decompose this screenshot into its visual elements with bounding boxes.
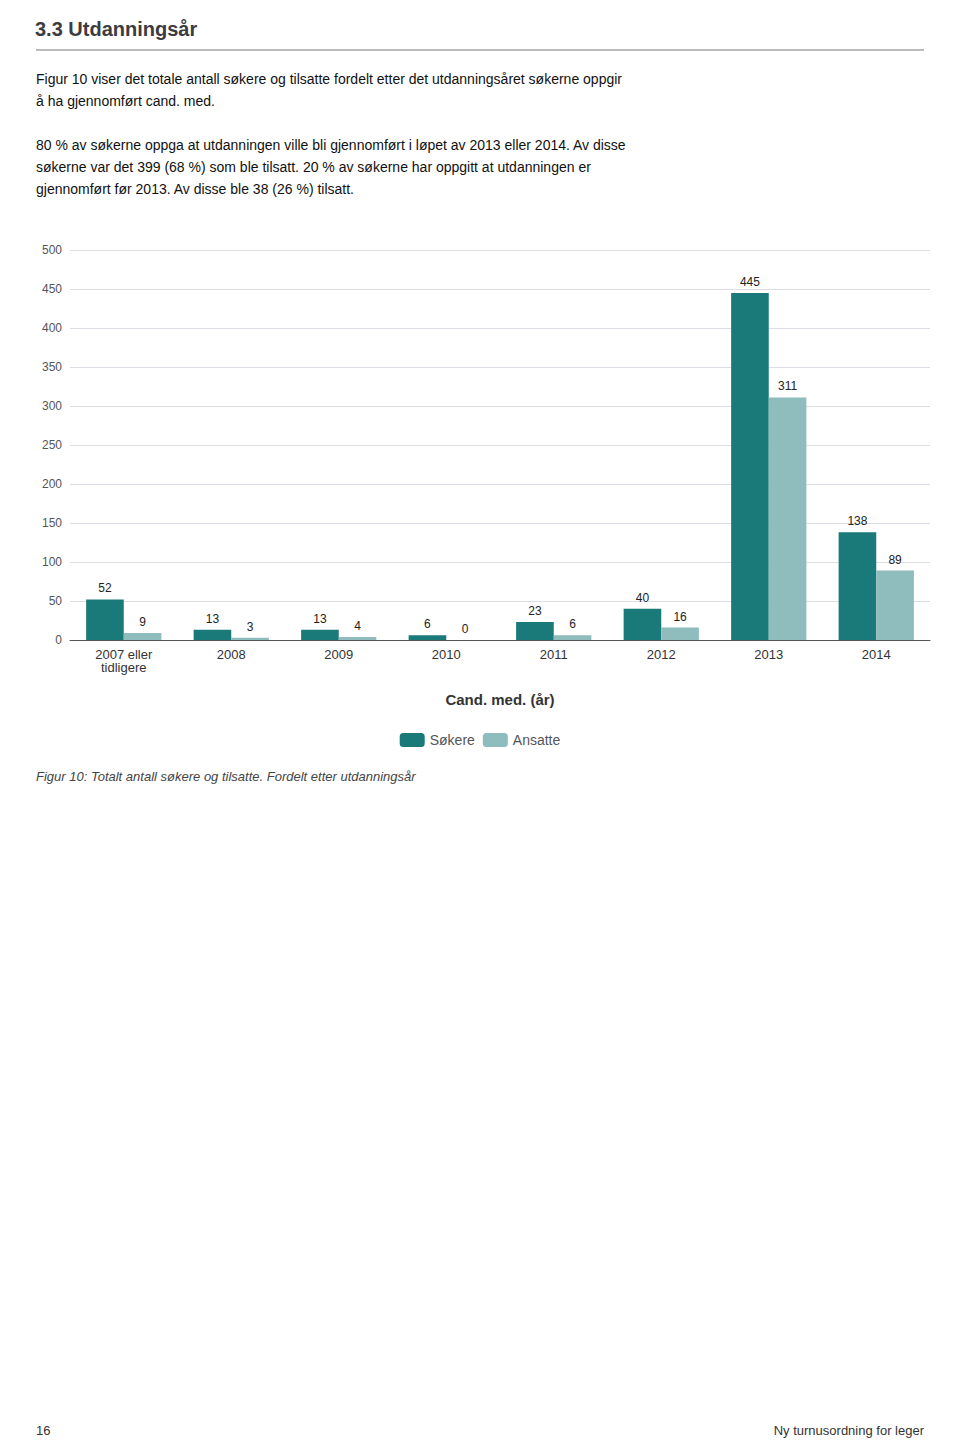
svg-text:2008: 2008 [217, 647, 246, 662]
svg-text:å ha gjennomført cand. med.: å ha gjennomført cand. med. [36, 93, 215, 109]
svg-text:2013: 2013 [754, 647, 783, 662]
svg-text:52: 52 [98, 581, 112, 595]
svg-text:2014: 2014 [862, 647, 891, 662]
svg-text:450: 450 [42, 282, 62, 296]
svg-text:Ny turnusordning for leger: Ny turnusordning for leger [774, 1423, 925, 1438]
svg-text:40: 40 [636, 591, 650, 605]
svg-text:400: 400 [42, 321, 62, 335]
svg-text:16: 16 [673, 610, 687, 624]
svg-text:50: 50 [49, 594, 63, 608]
svg-text:9: 9 [139, 615, 146, 629]
svg-text:2007 eller: 2007 eller [95, 647, 153, 662]
svg-text:300: 300 [42, 399, 62, 413]
svg-text:350: 350 [42, 360, 62, 374]
svg-text:6: 6 [569, 617, 576, 631]
svg-text:2012: 2012 [647, 647, 676, 662]
svg-text:23: 23 [528, 604, 542, 618]
svg-text:3.3 Utdanningsår: 3.3 Utdanningsår [35, 18, 197, 40]
svg-text:gjennomført før 2013. Av disse: gjennomført før 2013. Av disse ble 38 (2… [36, 181, 354, 197]
svg-text:Cand. med. (år): Cand. med. (år) [445, 691, 554, 708]
svg-text:Søkere: Søkere [430, 732, 475, 748]
svg-text:4: 4 [354, 619, 361, 633]
svg-text:445: 445 [740, 275, 760, 289]
svg-text:2010: 2010 [432, 647, 461, 662]
svg-text:311: 311 [778, 379, 797, 393]
svg-text:2009: 2009 [324, 647, 353, 662]
svg-text:16: 16 [36, 1423, 50, 1438]
svg-text:250: 250 [42, 438, 62, 452]
svg-text:80 % av søkerne oppga at utdan: 80 % av søkerne oppga at utdanningen vil… [36, 137, 626, 153]
svg-text:Ansatte: Ansatte [513, 732, 561, 748]
svg-text:søkerne var det 399 (68 %) som: søkerne var det 399 (68 %) som ble tilsa… [36, 159, 591, 175]
svg-text:tidligere: tidligere [101, 660, 147, 675]
svg-text:138: 138 [847, 514, 867, 528]
svg-text:2011: 2011 [540, 647, 568, 662]
svg-text:0: 0 [55, 633, 62, 647]
svg-text:150: 150 [42, 516, 62, 530]
svg-text:13: 13 [206, 612, 220, 626]
svg-text:500: 500 [42, 243, 62, 257]
svg-text:6: 6 [424, 617, 431, 631]
svg-text:89: 89 [888, 553, 902, 567]
svg-text:3: 3 [247, 620, 254, 634]
svg-text:Figur 10: Totalt antall søkere: Figur 10: Totalt antall søkere og tilsat… [36, 769, 416, 784]
svg-text:100: 100 [42, 555, 62, 569]
svg-text:200: 200 [42, 477, 62, 491]
svg-text:Figur 10 viser det totale anta: Figur 10 viser det totale antall søkere … [36, 71, 622, 87]
svg-text:13: 13 [313, 612, 327, 626]
svg-text:0: 0 [462, 622, 469, 636]
